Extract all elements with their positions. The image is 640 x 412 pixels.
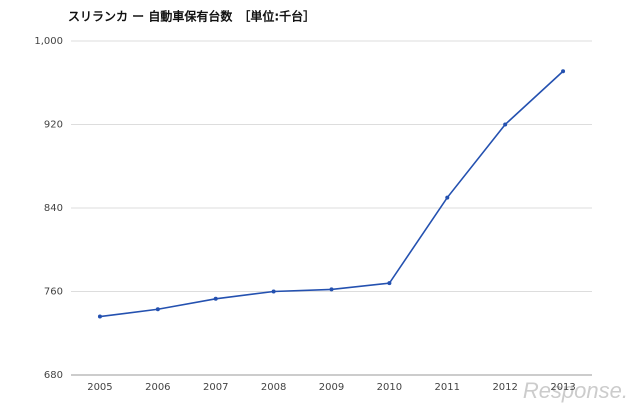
y-tick-label: 680 xyxy=(44,370,63,381)
point xyxy=(503,122,508,127)
point xyxy=(97,314,102,319)
y-tick-label: 760 xyxy=(44,287,63,298)
x-tick-label: 2008 xyxy=(261,382,286,393)
chart-title: スリランカ ー 自動車保有台数 ［単位:千台］ xyxy=(68,9,315,24)
y-tick-label: 840 xyxy=(44,203,63,214)
y-tick-label: 1,000 xyxy=(34,36,63,47)
y-tick-label: 920 xyxy=(44,120,63,131)
x-tick-label: 2012 xyxy=(492,382,517,393)
point xyxy=(155,307,160,312)
point xyxy=(561,69,566,74)
x-tick-label: 2005 xyxy=(87,382,112,393)
watermark: Response. xyxy=(523,378,628,403)
x-tick-label: 2010 xyxy=(377,382,402,393)
x-tick-label: 2006 xyxy=(145,382,170,393)
x-tick-label: 2007 xyxy=(203,382,228,393)
series-line xyxy=(99,70,564,318)
x-tick-label: 2011 xyxy=(435,382,460,393)
point xyxy=(445,195,450,200)
point xyxy=(329,287,334,292)
x-tick-label: 2009 xyxy=(319,382,344,393)
point xyxy=(213,296,218,301)
point xyxy=(387,281,392,286)
point xyxy=(271,289,276,294)
x-tick-label: 2013 xyxy=(550,382,575,393)
